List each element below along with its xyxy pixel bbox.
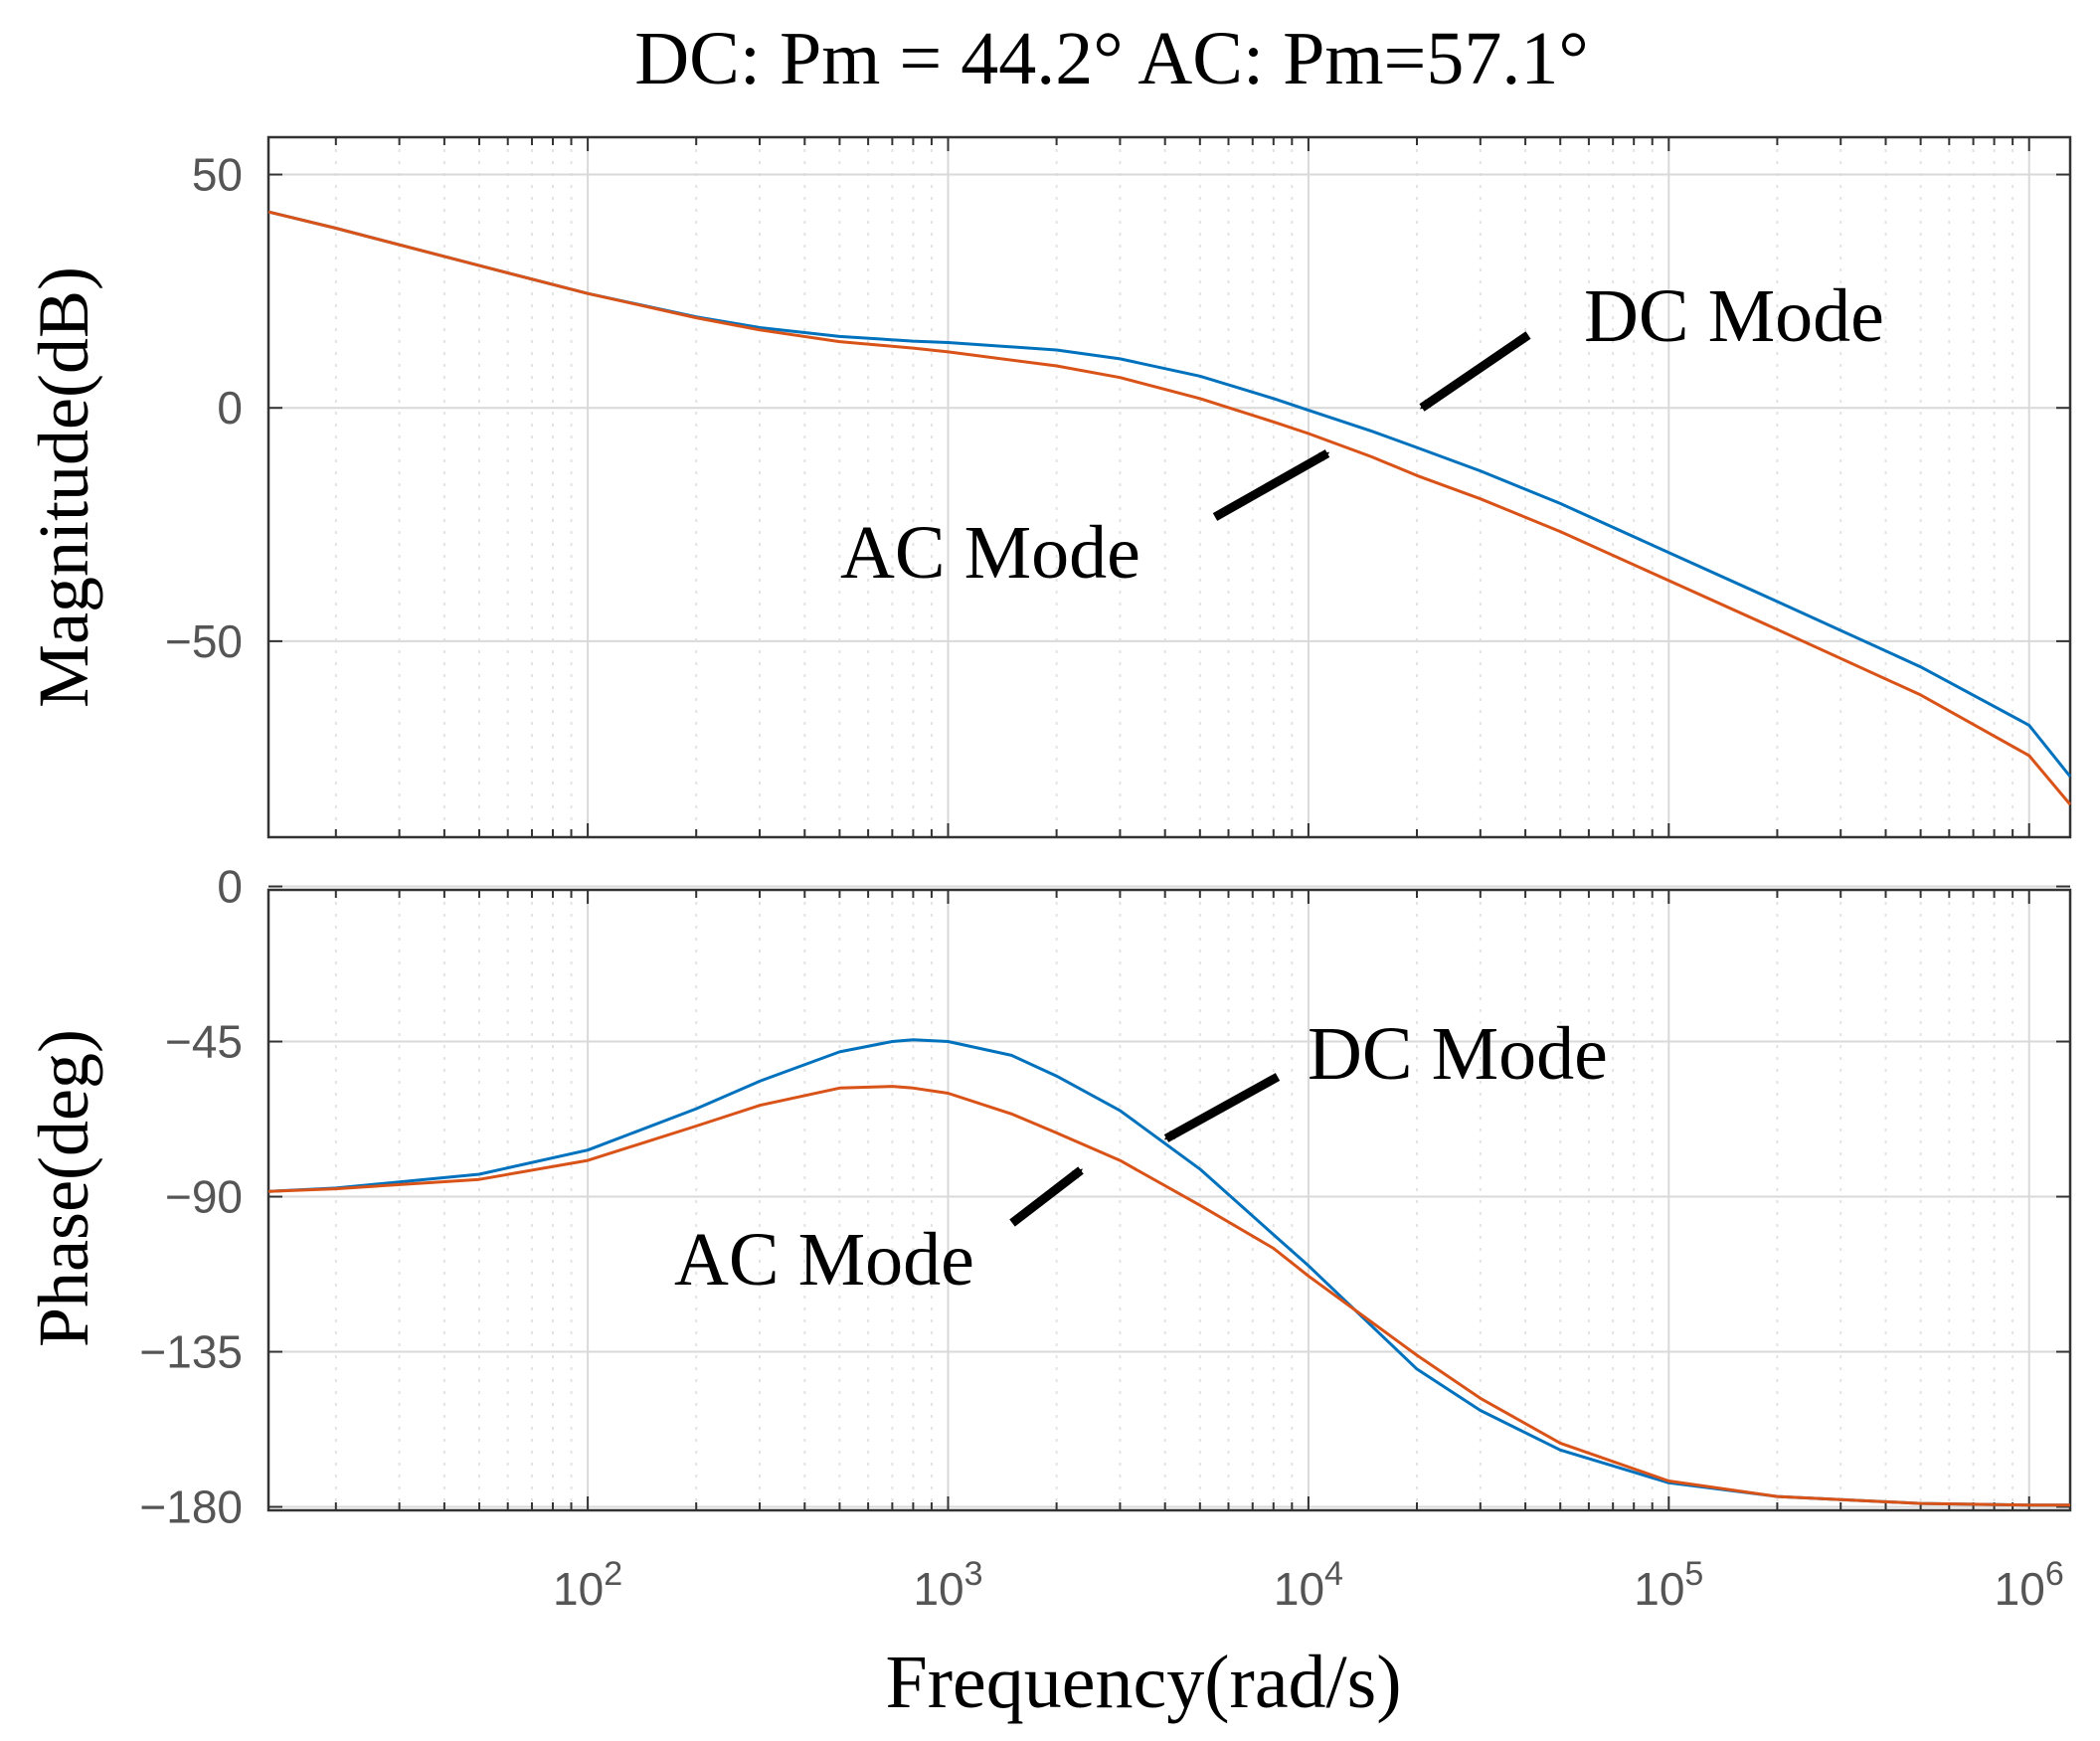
magnitude-y-tick-label: 50 [192,149,243,201]
x-axis-label: Frequency(rad/s) [885,1641,1401,1724]
magnitude-dc-annotation: DC Mode [1419,274,1884,412]
phase-dc-arrow [1163,1073,1281,1142]
chart-title: DC: Pm = 44.2° AC: Pm=57.1° [634,17,1588,100]
phase-axes-box [266,888,2072,1512]
magnitude-axes-box [266,135,2072,839]
magnitude-y-tick-label: −50 [165,615,243,667]
magnitude-grid [268,137,2070,837]
phase-ac-arrow [1009,1166,1084,1227]
phase-ticks: 0 −45 −90 −135 −180 [139,861,2070,1533]
magnitude-y-axis-label: Magnitude(dB) [24,266,103,708]
phase-dc-annotation: DC Mode [1163,1012,1608,1142]
magnitude-panel: 50 0 −50 Magnitude(dB) DC Mode AC Mode [24,135,2072,839]
phase-y-tick-label: −45 [165,1016,243,1068]
magnitude-series [267,210,2072,806]
magnitude-dc-label: DC Mode [1584,274,1884,358]
phase-dc-mode-line [267,1038,2070,1507]
phase-y-tick-label: −180 [139,1481,243,1533]
phase-series [267,1038,2070,1507]
x-tick-label: 102 [553,1555,622,1615]
magnitude-ac-arrow [1212,449,1330,521]
phase-dc-label: DC Mode [1308,1012,1608,1096]
x-tick-label: 106 [1995,1555,2064,1615]
magnitude-ac-mode-line [267,210,2072,806]
magnitude-y-tick-label: 0 [217,382,243,434]
x-tick-label: 104 [1274,1555,1343,1615]
phase-y-tick-label: 0 [217,861,243,913]
magnitude-ticks: 50 0 −50 [165,137,2070,837]
phase-panel: 0 −45 −90 −135 −180 Phase(deg) DC Mode AC Mo… [24,861,2072,1533]
magnitude-ac-annotation: AC Mode [840,449,1330,595]
x-tick-label: 103 [913,1555,982,1615]
phase-ac-label: AC Mode [674,1218,974,1302]
phase-y-axis-label: Phase(deg) [24,1029,103,1347]
phase-y-tick-label: −90 [165,1171,243,1223]
phase-ac-annotation: AC Mode [674,1166,1084,1302]
magnitude-ac-label: AC Mode [840,511,1140,595]
x-tick-label: 105 [1634,1555,1703,1615]
phase-y-tick-label: −135 [139,1326,243,1378]
phase-ac-mode-line [267,1085,2070,1507]
magnitude-dc-arrow [1419,331,1531,412]
x-tick-labels: 102 103 104 105 106 [553,1555,2064,1615]
phase-grid [268,885,2070,1510]
